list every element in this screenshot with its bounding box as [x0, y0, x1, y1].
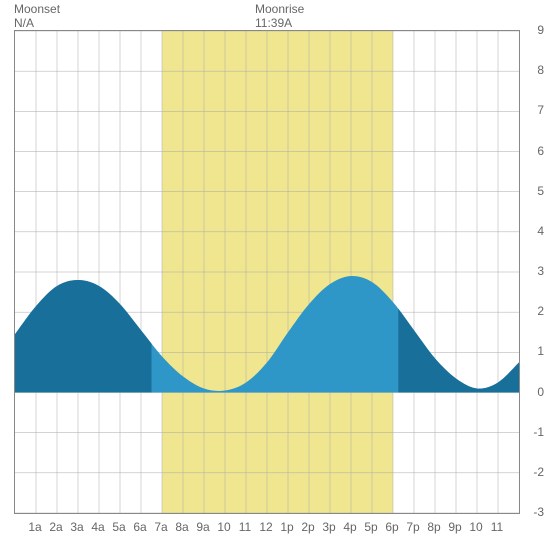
plot-svg [15, 31, 519, 513]
x-tick-label: 6p [385, 520, 398, 534]
moonset-block: Moonset N/A [14, 2, 60, 30]
moonset-label: Moonset [14, 2, 60, 16]
x-tick-label: 12 [259, 520, 272, 534]
y-tick-label: -3 [533, 505, 544, 519]
y-tick-label: 5 [537, 184, 544, 198]
x-tick-label: 3p [322, 520, 335, 534]
y-axis-labels: -3-2-10123456789 [522, 30, 544, 514]
x-tick-label: 6a [133, 520, 146, 534]
x-tick-label: 8a [175, 520, 188, 534]
x-tick-label: 10 [469, 520, 482, 534]
y-tick-label: 9 [537, 23, 544, 37]
y-tick-label: 0 [537, 385, 544, 399]
y-tick-label: 7 [537, 103, 544, 117]
x-tick-label: 11 [239, 520, 251, 534]
y-tick-label: 4 [537, 224, 544, 238]
moonset-value: N/A [14, 16, 60, 30]
y-tick-label: 1 [537, 344, 544, 358]
x-tick-label: 7a [154, 520, 167, 534]
x-tick-label: 3a [70, 520, 83, 534]
x-tick-label: 1a [28, 520, 41, 534]
x-tick-label: 11 [491, 520, 503, 534]
moonrise-label: Moonrise [255, 2, 304, 16]
x-tick-label: 2p [301, 520, 314, 534]
x-tick-label: 5a [112, 520, 125, 534]
y-tick-label: -2 [533, 465, 544, 479]
x-tick-label: 1p [280, 520, 293, 534]
x-tick-label: 2a [49, 520, 62, 534]
y-tick-label: 8 [537, 63, 544, 77]
moonrise-value: 11:39A [255, 16, 304, 30]
x-tick-label: 8p [427, 520, 440, 534]
x-tick-label: 9a [196, 520, 209, 534]
x-tick-label: 4a [91, 520, 104, 534]
y-tick-label: -1 [533, 425, 544, 439]
x-tick-label: 4p [343, 520, 356, 534]
x-tick-label: 9p [448, 520, 461, 534]
y-tick-label: 6 [537, 144, 544, 158]
tide-chart: Moonset N/A Moonrise 11:39A -3-2-1012345… [0, 0, 550, 550]
x-tick-label: 7p [406, 520, 419, 534]
x-tick-label: 5p [364, 520, 377, 534]
grid [15, 31, 519, 513]
y-tick-label: 3 [537, 264, 544, 278]
x-tick-label: 10 [217, 520, 230, 534]
plot-area [14, 30, 520, 514]
y-tick-label: 2 [537, 304, 544, 318]
moonrise-block: Moonrise 11:39A [255, 2, 304, 30]
